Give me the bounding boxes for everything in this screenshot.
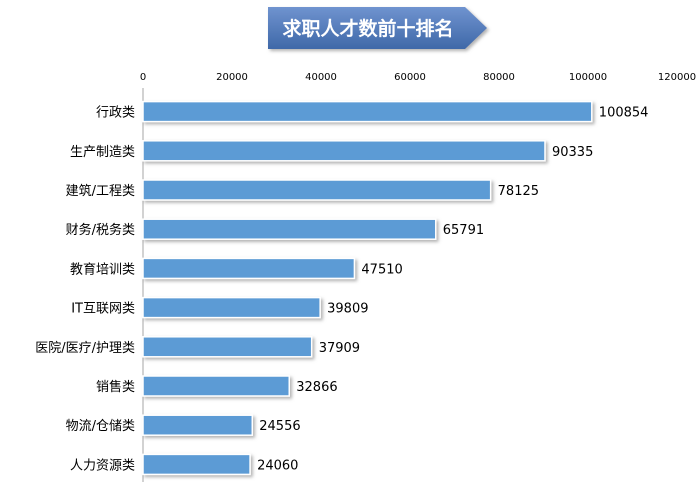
bars xyxy=(142,100,593,476)
data-label-8: 24556 xyxy=(259,419,300,434)
data-labels: 100854 90335 78125 65791 47510 39809 37909 3286… xyxy=(257,106,648,474)
category-label-3: 财务/税务类 xyxy=(66,222,135,238)
bar-1 xyxy=(142,140,546,162)
bar-4 xyxy=(142,257,356,280)
data-label-9: 24060 xyxy=(257,458,298,473)
data-label-1: 90335 xyxy=(552,145,593,160)
bar-6 xyxy=(142,336,313,358)
data-label-2: 78125 xyxy=(498,184,539,199)
category-label-0: 行政类 xyxy=(96,106,135,121)
data-label-7: 32866 xyxy=(296,380,337,395)
category-label-5: IT互联网类 xyxy=(71,302,135,317)
title-banner-shape xyxy=(268,7,487,49)
category-label-7: 销售类 xyxy=(96,379,135,395)
x-tick-label-5: 100000 xyxy=(569,72,607,83)
bar-2 xyxy=(142,179,492,201)
category-label-4: 教育培训类 xyxy=(70,261,135,277)
x-tick-label-1: 20000 xyxy=(216,72,248,83)
bar-3 xyxy=(142,218,437,240)
x-tick-label-3: 60000 xyxy=(394,72,426,83)
bar-8 xyxy=(142,414,254,436)
bar-5 xyxy=(142,296,321,319)
bar-7 xyxy=(142,375,291,397)
bar-9 xyxy=(142,453,251,476)
category-label-1: 生产制造类 xyxy=(70,145,135,160)
x-tick-label-4: 80000 xyxy=(483,72,515,83)
x-tick-label-2: 40000 xyxy=(305,72,337,83)
data-label-3: 65791 xyxy=(443,223,484,238)
data-label-5: 39809 xyxy=(327,302,368,317)
category-label-6: 医院/医疗/护理类 xyxy=(35,341,135,356)
category-label-8: 物流/仓储类 xyxy=(66,419,135,434)
x-tick-label-6: 120000 xyxy=(658,72,696,83)
chart-title-banner: 求职人才数前十排名 xyxy=(268,7,487,49)
data-label-4: 47510 xyxy=(361,262,402,277)
chart-title: 求职人才数前十排名 xyxy=(282,17,453,40)
category-label-9: 人力资源类 xyxy=(70,458,135,473)
x-tick-label-0: 0 xyxy=(140,72,146,83)
category-label-2: 建筑/工程类 xyxy=(66,183,135,199)
data-label-0: 100854 xyxy=(599,106,649,121)
bar-0 xyxy=(142,100,593,123)
data-label-6: 37909 xyxy=(319,341,360,356)
x-axis-ticks: 0 20000 40000 60000 80000 100000 120000 xyxy=(140,72,696,83)
